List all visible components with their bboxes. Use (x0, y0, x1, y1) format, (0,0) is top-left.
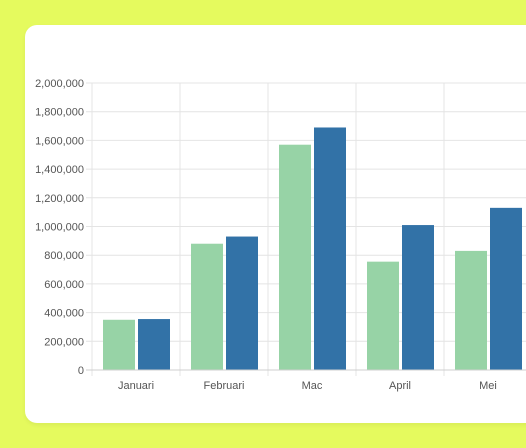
y-tick-label: 600,000 (44, 279, 84, 291)
y-tick-label: 1,000,000 (35, 222, 84, 234)
x-tick-label: Februari (204, 380, 245, 392)
bar-mei-series-2[interactable] (490, 207, 522, 370)
bar-april-series-1[interactable] (367, 261, 399, 370)
x-tick-label: April (389, 380, 411, 392)
y-tick-label: 400,000 (44, 308, 84, 320)
x-tick-label: Mac (302, 380, 323, 392)
bar-januari-series-2[interactable] (138, 319, 170, 370)
x-tick-label: Mei (479, 380, 497, 392)
y-tick-label: 1,200,000 (35, 193, 84, 205)
x-tick-label: Januari (118, 380, 154, 392)
bar-mac-series-2[interactable] (314, 127, 346, 370)
bar-februari-series-2[interactable] (226, 236, 258, 370)
bar-mac-series-1[interactable] (279, 144, 311, 370)
y-tick-label: 1,600,000 (35, 135, 84, 147)
y-tick-label: 0 (78, 365, 84, 377)
y-tick-label: 2,000,000 (35, 78, 84, 90)
bar-januari-series-1[interactable] (103, 319, 135, 370)
bar-mei-series-1[interactable] (455, 250, 487, 370)
y-tick-label: 1,800,000 (35, 107, 84, 119)
y-tick-label: 1,400,000 (35, 164, 84, 176)
bar-april-series-2[interactable] (402, 225, 434, 370)
y-tick-label: 200,000 (44, 336, 84, 348)
y-tick-label: 800,000 (44, 250, 84, 262)
bar-februari-series-1[interactable] (191, 243, 223, 370)
